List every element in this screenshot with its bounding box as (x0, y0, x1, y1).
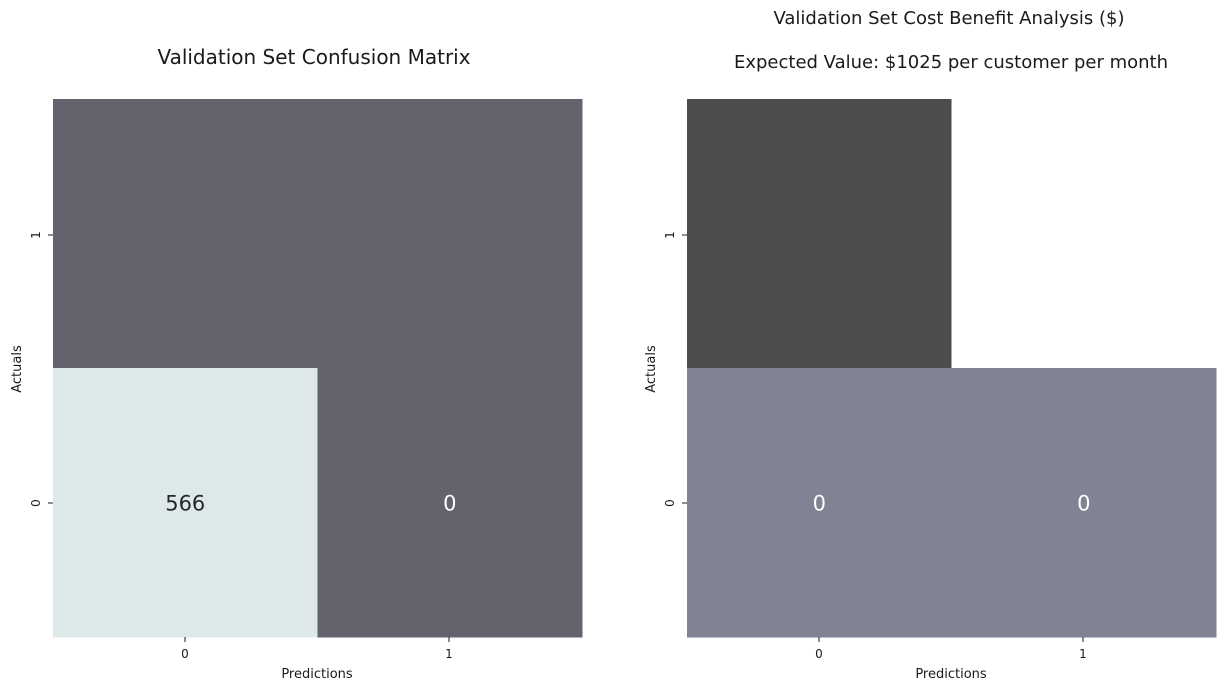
heatmap-cell-actual-1-pred-0 (687, 99, 952, 369)
cost-benefit-title: Validation Set Cost Benefit Analysis ($) (773, 8, 1124, 29)
confusion-matrix-cells (53, 99, 583, 638)
x-axis-label: Predictions (915, 667, 987, 682)
heatmap-cell-actual-0-pred-1 (317, 368, 583, 638)
cell-value-label: 0 (813, 492, 826, 516)
heatmap-cell-actual-1-pred-1 (951, 99, 1217, 369)
x-tick-label-0: 0 (181, 647, 189, 661)
heatmap-cell-actual-0-pred-1 (951, 368, 1217, 638)
x-tick-label-1: 1 (445, 647, 453, 661)
cell-value-label: 0 (443, 492, 456, 516)
x-axis-label: Predictions (281, 667, 353, 682)
y-axis-label: Actuals (644, 345, 659, 393)
x-tick-label-0: 0 (815, 647, 823, 661)
confusion-matrix-cell-labels: 566 0 (165, 492, 456, 516)
y-axis-label: Actuals (10, 345, 25, 393)
confusion-matrix-panel: Validation Set Confusion Matrix 566 0 0 1… (10, 45, 583, 682)
x-tick-label-1: 1 (1079, 647, 1087, 661)
cost-benefit-panel: Validation Set Cost Benefit Analysis ($)… (644, 8, 1217, 682)
cost-benefit-cells (687, 99, 1217, 638)
confusion-matrix-title: Validation Set Confusion Matrix (157, 45, 470, 69)
heatmap-cell-actual-1-pred-0 (53, 99, 318, 369)
heatmap-cell-actual-0-pred-0 (53, 368, 318, 638)
cell-value-label: 0 (1077, 492, 1090, 516)
y-tick-label-1: 1 (29, 231, 43, 239)
heatmap-cell-actual-0-pred-0 (687, 368, 952, 638)
y-tick-label-0: 0 (663, 499, 677, 507)
expected-value-subtitle: Expected Value: $1025 per customer per m… (734, 52, 1168, 73)
cell-value-label: 566 (165, 492, 205, 516)
y-tick-label-0: 0 (29, 499, 43, 507)
y-tick-label-1: 1 (663, 231, 677, 239)
heatmap-cell-actual-1-pred-1 (317, 99, 583, 369)
